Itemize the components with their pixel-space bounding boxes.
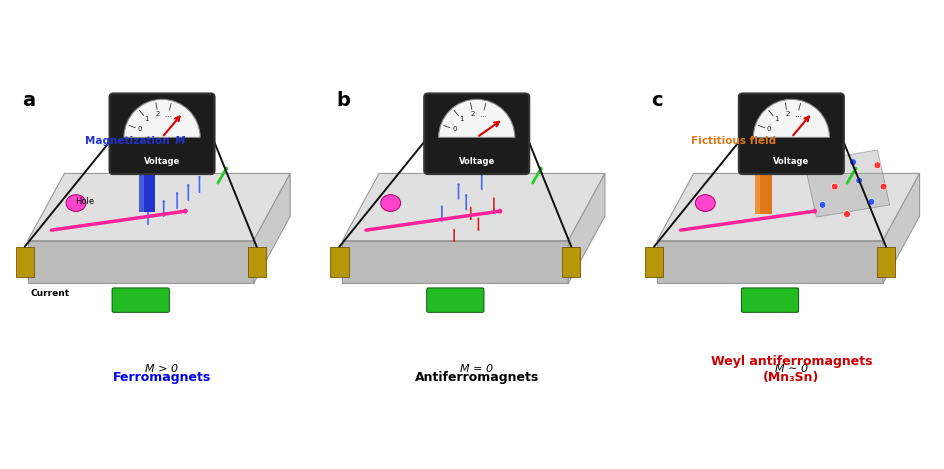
Text: Magnetization: Magnetization [85,136,173,146]
Text: M: M [175,136,185,146]
Polygon shape [343,241,568,283]
Ellipse shape [856,177,863,184]
Polygon shape [139,148,156,212]
Ellipse shape [380,195,400,212]
Text: Weyl antiferromagnets
(Mn₃Sn): Weyl antiferromagnets (Mn₃Sn) [711,355,872,384]
Text: Ferromagnets: Ferromagnets [113,371,211,384]
Text: a: a [22,91,35,110]
Text: c: c [651,91,663,110]
Ellipse shape [66,195,86,212]
FancyBboxPatch shape [739,93,844,174]
Text: 0: 0 [767,126,771,132]
Polygon shape [132,127,161,148]
Ellipse shape [696,195,716,212]
Text: 1: 1 [144,116,149,122]
Polygon shape [27,241,254,283]
Polygon shape [645,247,664,277]
Text: Current: Current [31,288,70,297]
Text: b: b [336,91,350,110]
Text: Voltage: Voltage [459,157,495,166]
Text: …: … [794,112,801,118]
Ellipse shape [850,159,856,166]
Polygon shape [330,247,348,277]
FancyBboxPatch shape [741,288,799,312]
Ellipse shape [832,183,838,190]
Ellipse shape [825,165,832,172]
Wedge shape [439,99,514,137]
Text: Fictitious field: Fictitious field [691,136,776,146]
Polygon shape [657,241,883,283]
Polygon shape [254,174,290,283]
Ellipse shape [868,198,875,205]
Text: 0: 0 [138,126,143,132]
FancyBboxPatch shape [427,288,484,312]
Text: 2: 2 [156,111,160,117]
Polygon shape [247,247,266,277]
Text: M > 0: M > 0 [145,364,178,374]
Text: Voltage: Voltage [773,157,810,166]
Polygon shape [877,247,895,277]
Ellipse shape [880,183,887,190]
Text: 1: 1 [460,116,464,122]
Polygon shape [15,247,34,277]
Wedge shape [753,99,830,137]
Text: 1: 1 [774,116,779,122]
FancyBboxPatch shape [112,288,169,312]
FancyBboxPatch shape [110,93,214,174]
Text: Hole: Hole [75,197,94,206]
Polygon shape [563,247,581,277]
Polygon shape [883,174,919,283]
Polygon shape [568,174,605,283]
Polygon shape [804,150,889,217]
Text: Voltage: Voltage [143,157,180,166]
Text: 2: 2 [785,111,789,117]
Text: …: … [480,112,486,118]
Text: 2: 2 [470,111,475,117]
Polygon shape [755,150,760,214]
Text: M ∼ 0: M ∼ 0 [775,364,808,374]
Ellipse shape [844,211,851,218]
Text: M = 0: M = 0 [460,364,494,374]
Polygon shape [657,174,919,241]
Ellipse shape [819,202,826,208]
Wedge shape [124,99,200,137]
Text: 0: 0 [452,126,457,132]
Polygon shape [755,150,771,214]
Ellipse shape [874,162,881,168]
Polygon shape [749,129,778,150]
FancyBboxPatch shape [424,93,530,174]
Polygon shape [139,148,143,212]
Text: …: … [164,112,172,118]
Polygon shape [343,174,605,241]
Polygon shape [27,174,290,241]
Text: Antiferromagnets: Antiferromagnets [414,371,539,384]
